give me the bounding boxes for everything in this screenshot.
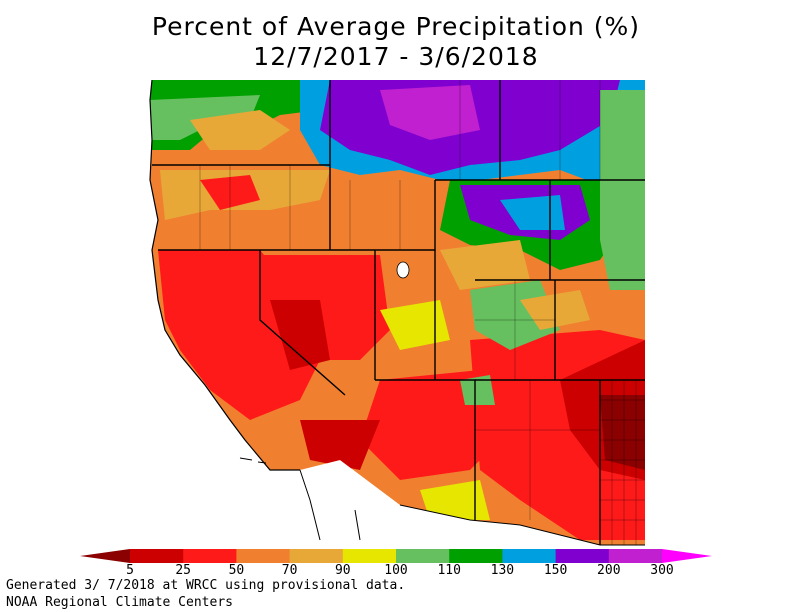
state-boundaries — [152, 80, 645, 545]
legend-tick-label: 100 — [384, 563, 408, 578]
legend-swatch — [396, 549, 450, 563]
legend-tick-label: 300 — [650, 563, 674, 578]
legend-color-bar — [80, 549, 712, 563]
legend-tick-label: 70 — [281, 563, 298, 578]
legend-swatch — [289, 549, 344, 563]
legend-swatch — [608, 549, 663, 563]
legend-swatch-low — [80, 549, 130, 563]
agency-credit: NOAA Regional Climate Centers — [6, 595, 233, 610]
precip-fill — [150, 80, 645, 545]
channel-islands — [239, 457, 267, 464]
legend-tick-label: 25 — [175, 563, 192, 578]
legend-swatch — [130, 549, 184, 563]
legend-swatch — [449, 549, 503, 563]
legend-swatch — [502, 549, 557, 563]
map-title: Percent of Average Precipitation (%) — [151, 12, 641, 41]
legend-swatch-high — [662, 549, 712, 563]
legend-swatch — [236, 549, 291, 563]
legend-swatch — [342, 549, 397, 563]
legend-tick-label: 130 — [490, 563, 515, 578]
legend-tick-label: 5 — [126, 563, 134, 578]
legend-tick-label: 200 — [597, 563, 621, 578]
legend-tick-label: 50 — [228, 563, 245, 578]
map-date-range: 12/7/2017 - 3/6/2018 — [253, 42, 539, 71]
county-lines — [199, 80, 645, 545]
legend-tick-labels: 5 25 50 70 90 100 110 130 150 200 300 — [0, 563, 792, 579]
legend-swatch — [555, 549, 610, 563]
legend-tick-label: 90 — [334, 563, 351, 578]
legend-tick-label: 150 — [543, 563, 568, 578]
legend-swatch — [183, 549, 237, 563]
coastline — [149, 79, 300, 471]
legend-tick-label: 110 — [437, 563, 461, 578]
generated-note: Generated 3/ 7/2018 at WRCC using provis… — [6, 578, 406, 593]
baja-outline — [299, 469, 645, 546]
great-salt-lake — [396, 261, 410, 279]
